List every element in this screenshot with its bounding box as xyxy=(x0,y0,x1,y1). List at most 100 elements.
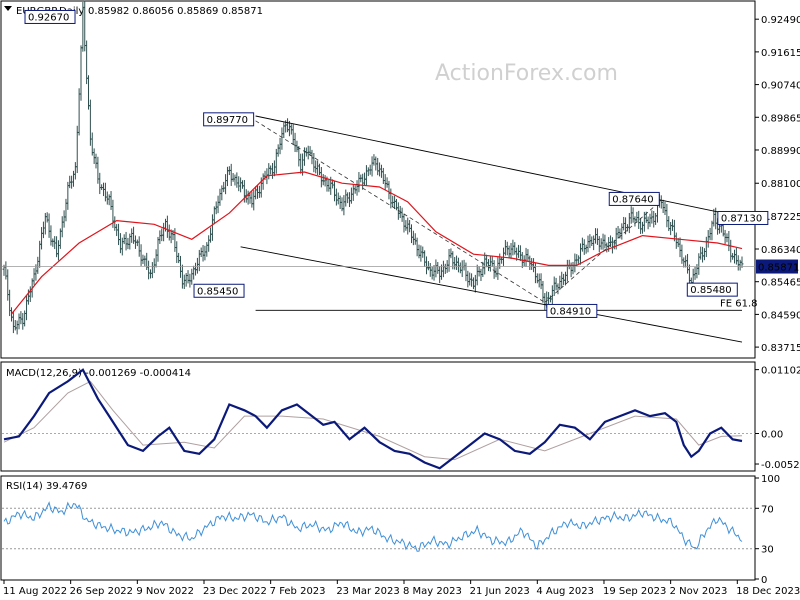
ohlc-bar xyxy=(344,189,348,207)
ohlc-bar xyxy=(87,75,91,110)
ohlc-bar xyxy=(511,239,515,256)
ohlc-bar xyxy=(152,258,156,273)
ohlc-bar xyxy=(299,153,303,174)
ohlc-bar xyxy=(6,269,10,301)
ohlc-bar xyxy=(77,88,81,136)
ohlc-bar xyxy=(316,160,320,176)
ohlc-bar xyxy=(680,244,684,264)
x-tick-label: 4 Aug 2023 xyxy=(536,586,594,597)
ohlc-bar xyxy=(513,242,517,255)
ohlc-bar xyxy=(40,227,44,250)
ohlc-bar xyxy=(56,240,60,261)
ohlc-bar xyxy=(348,192,352,208)
ohlc-bar xyxy=(663,201,667,216)
ohlc-bar xyxy=(192,265,196,280)
ohlc-bar xyxy=(674,232,678,249)
price-axis-tick-label: 0.91615 xyxy=(761,48,800,59)
x-tick-label: 8 May 2023 xyxy=(403,586,462,597)
price-callout-box xyxy=(203,112,255,127)
ohlc-bar xyxy=(239,177,243,193)
x-tick-label: 26 Sep 2022 xyxy=(70,586,133,597)
ohlc-bar xyxy=(383,174,387,191)
x-tick-label: 18 Dec 2023 xyxy=(736,586,800,597)
x-tick-label: 19 Sep 2023 xyxy=(603,586,666,597)
ohlc-bar xyxy=(640,221,644,234)
price-callout-box xyxy=(608,191,660,206)
ohlc-bar xyxy=(205,242,209,257)
ohlc-bar xyxy=(222,181,226,193)
ohlc-bar xyxy=(530,258,534,270)
ohlc-bar xyxy=(686,253,690,274)
ohlc-bar xyxy=(310,149,314,165)
ohlc-bar xyxy=(402,213,406,233)
ohlc-bar xyxy=(584,244,588,254)
ohlc-bar xyxy=(455,255,459,270)
ohlc-bar xyxy=(678,237,682,258)
fe-annotation: FE 61.8 xyxy=(720,298,758,309)
price-callout: 0.87130 xyxy=(717,210,769,225)
ohlc-bar xyxy=(475,264,479,286)
ohlc-bar xyxy=(126,237,130,250)
ohlc-bar xyxy=(278,137,282,155)
ohlc-bar xyxy=(41,221,45,239)
price-axis-tick-label: 0.92490 xyxy=(761,15,800,26)
price-callout-text: 0.92670 xyxy=(28,12,69,23)
ohlc-bar xyxy=(430,266,434,280)
ohlc-bar xyxy=(409,224,413,244)
price-axis-tick-label: 0.87225 xyxy=(761,212,800,223)
ohlc-bar xyxy=(729,239,733,263)
ohlc-bar xyxy=(117,223,121,246)
ohlc-bar xyxy=(240,180,244,189)
ohlc-bar xyxy=(665,203,669,228)
ohlc-bar xyxy=(103,182,107,202)
ohlc-bar xyxy=(19,311,23,325)
macd-line xyxy=(3,368,743,470)
collapse-arrow-icon[interactable] xyxy=(4,6,12,11)
ohlc-bar xyxy=(333,180,337,202)
ohlc-bar xyxy=(488,255,492,272)
ohlc-bar xyxy=(23,310,27,327)
ohlc-bar xyxy=(594,228,598,244)
ohlc-bar xyxy=(372,154,376,166)
ohlc-bar xyxy=(524,247,528,267)
ohlc-bar xyxy=(590,236,594,246)
ohlc-bar xyxy=(485,254,489,268)
ohlc-bar xyxy=(267,163,271,180)
ohlc-bar xyxy=(71,170,75,187)
ohlc-bar xyxy=(669,221,673,236)
ohlc-bar xyxy=(571,261,575,275)
ohlc-bar xyxy=(406,217,410,235)
last-price-label: 0.85871 xyxy=(758,263,799,274)
ohlc-bar xyxy=(684,255,688,268)
ohlc-bar xyxy=(143,255,147,266)
ohlc-bar xyxy=(438,266,442,284)
ohlc-bar xyxy=(224,174,228,195)
ohlc-bar xyxy=(190,268,194,285)
ohlc-bar xyxy=(466,270,470,288)
ohlc-bar xyxy=(404,220,408,231)
ohlc-bar xyxy=(4,261,8,280)
ohlc-bar xyxy=(235,172,239,188)
ohlc-bar xyxy=(271,163,275,179)
ohlc-bar xyxy=(180,264,184,289)
ohlc-bar xyxy=(334,188,338,206)
x-tick-label: 9 Nov 2022 xyxy=(136,586,194,597)
ohlc-bar xyxy=(175,241,179,263)
ohlc-bar xyxy=(327,179,331,192)
ohlc-bar xyxy=(317,163,321,176)
ohlc-bar xyxy=(293,132,297,153)
x-axis: 11 Aug 2022 26 Sep 2022 9 Nov 2022 23 Dec 2… xyxy=(3,580,800,597)
ohlc-bar xyxy=(280,127,284,150)
ohlc-bar xyxy=(195,257,199,274)
ohlc-bar xyxy=(567,259,571,270)
ohlc-bar xyxy=(122,234,126,245)
price-callout-text: 0.89770 xyxy=(207,115,248,126)
macd-panel-frame xyxy=(0,361,756,472)
ohlc-bar xyxy=(541,280,545,303)
ohlc-bar xyxy=(710,220,714,241)
ohlc-bar xyxy=(276,144,280,157)
ohlc-bar xyxy=(113,216,117,231)
ohlc-bar xyxy=(25,295,29,321)
ohlc-bar xyxy=(456,257,460,273)
